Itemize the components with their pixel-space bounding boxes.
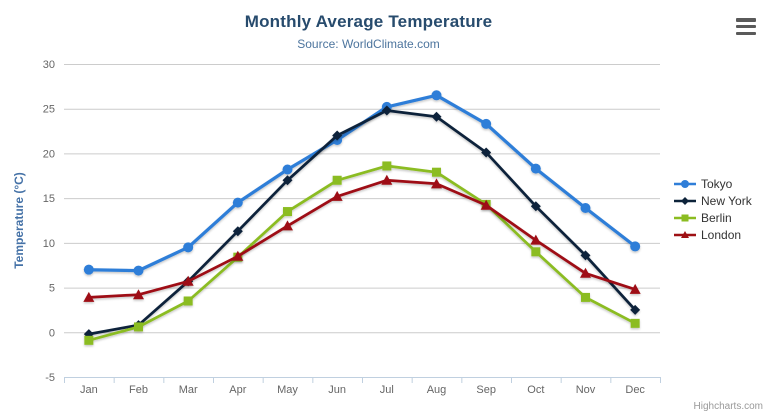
- series-line-london[interactable]: [87, 178, 637, 299]
- x-axis-label: Aug: [427, 384, 447, 396]
- data-point-berlin-jul[interactable]: [382, 161, 392, 171]
- data-point-new-york-jul[interactable]: [381, 105, 392, 116]
- legend-label: Berlin: [701, 210, 732, 225]
- legend-marker-square-icon: [674, 214, 696, 221]
- legend-label: Tokyo: [701, 176, 733, 191]
- x-axis-label: Nov: [576, 384, 596, 396]
- data-point-london-apr[interactable]: [232, 250, 244, 261]
- series-line-new-york[interactable]: [87, 109, 637, 336]
- data-point-tokyo-sep[interactable]: [481, 118, 492, 129]
- data-point-tokyo-jan[interactable]: [83, 264, 94, 275]
- y-axis-label: 10: [43, 238, 55, 250]
- data-point-tokyo-mar[interactable]: [183, 242, 194, 253]
- data-point-london-feb[interactable]: [133, 289, 144, 300]
- y-axis-title: Temperature (°C): [12, 172, 26, 269]
- x-axis-label: Jan: [80, 384, 98, 396]
- legend-item-london[interactable]: London: [674, 226, 752, 243]
- legend-marker-symbol[interactable]: [681, 230, 689, 238]
- data-point-tokyo-nov[interactable]: [580, 202, 591, 213]
- data-point-tokyo-apr[interactable]: [232, 197, 243, 208]
- data-point-london-mar[interactable]: [182, 275, 194, 286]
- y-axis-label: 5: [49, 283, 55, 295]
- data-point-london-aug[interactable]: [431, 178, 442, 189]
- legend-marker-diamond-icon: [674, 196, 696, 205]
- series-london: [83, 174, 641, 302]
- data-point-berlin-oct[interactable]: [531, 247, 541, 257]
- series-tokyo: [83, 90, 641, 276]
- x-axis-label: Mar: [179, 384, 198, 396]
- data-point-london-oct[interactable]: [530, 234, 542, 245]
- legend-marker-symbol[interactable]: [681, 179, 689, 188]
- hamburger-menu-icon: [736, 24, 756, 29]
- legend-marker-triangle-icon: [674, 230, 696, 238]
- x-axis-label: Sep: [476, 384, 496, 396]
- legend-item-tokyo[interactable]: Tokyo: [674, 175, 752, 192]
- data-point-berlin-mar[interactable]: [183, 296, 193, 306]
- data-point-berlin-jun[interactable]: [332, 175, 342, 185]
- y-axis-label: 25: [43, 104, 55, 116]
- x-axis-label: Oct: [527, 384, 544, 396]
- data-point-london-nov[interactable]: [580, 267, 591, 278]
- data-point-tokyo-feb[interactable]: [133, 265, 144, 276]
- data-point-berlin-nov[interactable]: [581, 292, 590, 302]
- data-point-new-york-nov[interactable]: [580, 250, 591, 261]
- x-axis-label: Feb: [129, 384, 148, 396]
- data-point-tokyo-oct[interactable]: [530, 163, 541, 174]
- data-point-berlin-aug[interactable]: [432, 167, 441, 177]
- data-point-tokyo-dec[interactable]: [630, 241, 641, 252]
- y-axis-label: 30: [43, 59, 55, 71]
- series-new-york: [83, 105, 641, 340]
- legend-marker-symbol[interactable]: [681, 214, 689, 221]
- data-point-tokyo-aug[interactable]: [431, 90, 442, 101]
- legend: Tokyo New York Berlin London: [674, 175, 752, 243]
- data-point-berlin-jan[interactable]: [84, 335, 94, 345]
- data-point-london-sep[interactable]: [480, 199, 492, 210]
- legend-item-new-york[interactable]: New York: [674, 192, 752, 209]
- x-axis-label: Jun: [328, 384, 346, 396]
- chart-subtitle: Source: WorldClimate.com: [297, 37, 440, 51]
- data-point-new-york-oct[interactable]: [530, 201, 541, 212]
- legend-marker-symbol[interactable]: [681, 196, 689, 205]
- data-point-new-york-aug[interactable]: [431, 111, 442, 122]
- data-point-new-york-dec[interactable]: [630, 304, 641, 315]
- y-axis-label: 20: [43, 148, 55, 160]
- data-point-new-york-sep[interactable]: [481, 147, 492, 158]
- series-line-berlin[interactable]: [87, 164, 637, 342]
- data-point-berlin-dec[interactable]: [630, 318, 640, 328]
- legend-item-berlin[interactable]: Berlin: [674, 209, 752, 226]
- data-point-london-jul[interactable]: [381, 174, 393, 185]
- x-axis-label: May: [277, 384, 298, 396]
- export-menu-button[interactable]: [734, 16, 758, 37]
- data-point-new-york-may[interactable]: [282, 175, 293, 186]
- data-point-berlin-feb[interactable]: [134, 322, 143, 332]
- y-axis-label: -5: [45, 372, 55, 384]
- data-point-london-jun[interactable]: [331, 190, 343, 201]
- legend-label: New York: [701, 193, 752, 208]
- data-point-london-dec[interactable]: [629, 283, 641, 294]
- legend-label: London: [701, 227, 742, 242]
- data-point-tokyo-may[interactable]: [282, 164, 293, 175]
- y-axis-label: 0: [49, 327, 55, 339]
- data-point-london-may[interactable]: [282, 220, 293, 231]
- data-point-london-jan[interactable]: [83, 291, 95, 302]
- data-point-new-york-jun[interactable]: [332, 130, 343, 141]
- y-axis-label: 15: [43, 193, 55, 205]
- data-point-new-york-apr[interactable]: [232, 226, 243, 237]
- highcharts-credit[interactable]: Highcharts.com: [693, 401, 763, 412]
- x-axis-label: Dec: [625, 384, 645, 396]
- legend-marker-circle-icon: [674, 179, 696, 188]
- chart-title: Monthly Average Temperature: [244, 12, 493, 31]
- hamburger-menu-icon: [736, 31, 756, 35]
- data-point-berlin-may[interactable]: [283, 207, 292, 217]
- x-axis-label: Apr: [229, 384, 246, 396]
- x-axis-label: Jul: [380, 384, 394, 396]
- hamburger-menu-icon: [736, 18, 756, 22]
